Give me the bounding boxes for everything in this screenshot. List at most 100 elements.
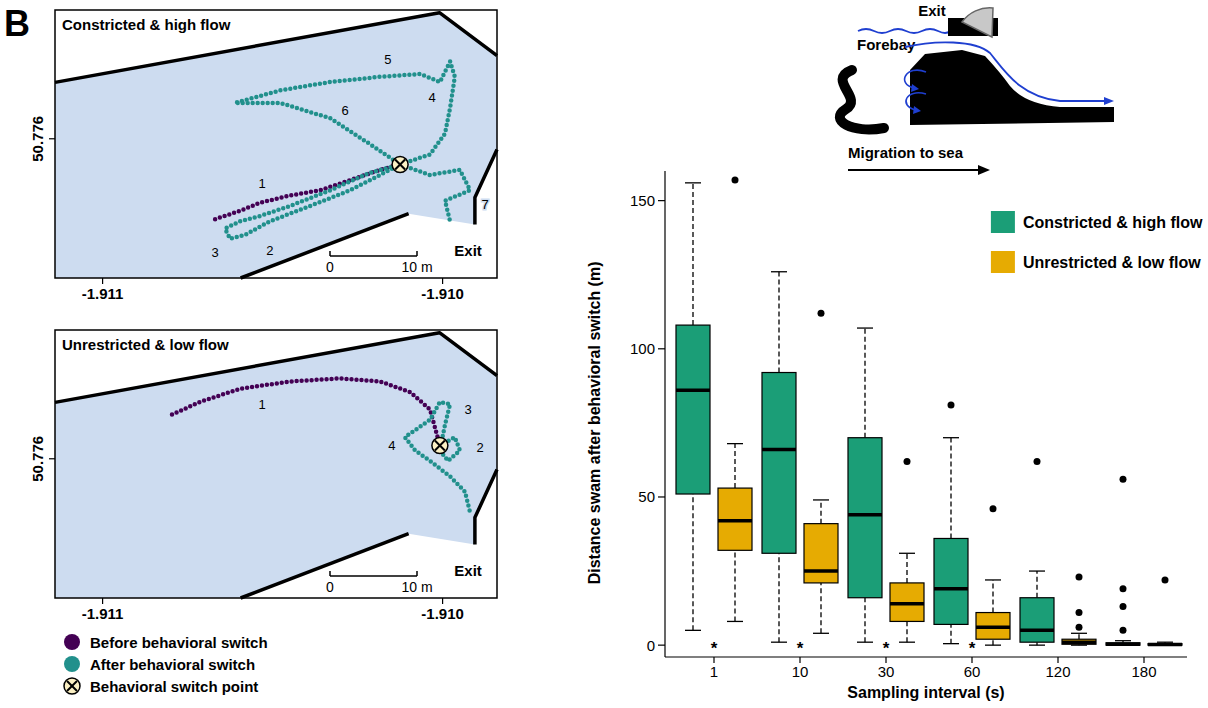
site-boundary [475, 469, 497, 544]
map-legend: Before behavioral switch After behavioral… [64, 634, 268, 695]
water-surface [858, 29, 950, 33]
tick-label: 100 [630, 340, 655, 357]
whisker [692, 183, 693, 325]
box [976, 613, 1010, 640]
figure: B1234567ExitConstricted & high flow-1.91… [0, 0, 1208, 708]
dam-body [910, 50, 1114, 125]
tick-label: -1.910 [421, 605, 464, 622]
tick-label: 50.776 [29, 116, 46, 162]
whisker-cap [727, 443, 743, 444]
migration-arrow [848, 169, 980, 171]
x-axis [665, 656, 1187, 657]
whisker-cap [899, 553, 915, 554]
scale-bar [416, 571, 418, 576]
map-title: Constricted & high flow [62, 16, 231, 33]
outlier [1120, 476, 1127, 483]
marks [676, 176, 1182, 645]
whisker-cap [1071, 633, 1087, 634]
whisker-cap [1029, 644, 1045, 645]
legend-marker [67, 681, 77, 691]
whisker [1078, 633, 1079, 639]
whisker-cap [685, 182, 701, 183]
outlier [990, 505, 997, 512]
map-frame [55, 10, 497, 278]
median [976, 626, 1010, 630]
legend-label: Unrestricted & low flow [1023, 254, 1201, 271]
whisker [692, 494, 693, 630]
significance: * [711, 639, 718, 658]
tick [658, 645, 665, 646]
legend-marker [67, 681, 77, 691]
tick-label: 50.776 [29, 436, 46, 482]
whisker-cap [985, 579, 1001, 580]
whisker [906, 553, 907, 583]
whisker [906, 621, 907, 642]
flow-arrow [1104, 97, 1114, 105]
outlier [904, 458, 911, 465]
median [1148, 643, 1182, 647]
whisker [992, 639, 993, 645]
scale-bar [330, 255, 417, 257]
site-boundary [241, 534, 409, 598]
step-label: 4 [388, 438, 395, 453]
whisker-cap [727, 621, 743, 622]
box [1148, 644, 1182, 645]
switch-cross [395, 160, 405, 170]
legend-label: Before behavioral switch [90, 634, 268, 651]
legend-marker [64, 678, 80, 694]
eddy [906, 93, 926, 110]
legend-label: After behavioral switch [90, 656, 255, 673]
box [762, 373, 796, 554]
legend-label: Constricted & high flow [1023, 214, 1203, 231]
scale-label: 10 m [401, 259, 432, 275]
whisker-cap [943, 437, 959, 438]
schematic-label: Forebay [857, 36, 916, 53]
water-area [55, 13, 497, 278]
arrow-label: Migration to sea [848, 144, 964, 161]
tick-label: 50 [638, 488, 655, 505]
whisker [734, 550, 735, 621]
tick-label: -1.911 [82, 605, 124, 622]
tick [102, 278, 103, 284]
scale-bar [329, 251, 331, 256]
step-label: 3 [464, 402, 471, 417]
outlier [1076, 573, 1083, 580]
whisker-cap [899, 642, 915, 643]
y-axis [664, 171, 665, 657]
outlier [818, 310, 825, 317]
step-label: 4 [428, 90, 435, 105]
whisker [992, 580, 993, 613]
whisker-cap [857, 327, 873, 328]
whisker-cap [771, 271, 787, 272]
box [1106, 643, 1140, 645]
track [172, 378, 440, 445]
tick [49, 138, 55, 139]
tick [442, 278, 443, 284]
tick-label: 10 [792, 663, 809, 680]
median [718, 519, 752, 523]
track [405, 402, 470, 512]
box [890, 583, 924, 622]
outlier [1120, 603, 1127, 610]
median [762, 448, 796, 452]
step-label: 2 [476, 440, 483, 455]
significance: * [969, 639, 976, 658]
legend: Constricted & high flow Unrestricted & lo… [991, 211, 1203, 273]
box [934, 538, 968, 624]
whisker-cap [1115, 640, 1131, 641]
whisker-cap [985, 644, 1001, 645]
site-label: Exit [454, 562, 482, 579]
tracks [215, 62, 470, 239]
whisker-cap [685, 630, 701, 631]
whisker [778, 553, 779, 642]
box [718, 488, 752, 550]
site-boundary [55, 13, 497, 83]
median [848, 513, 882, 517]
flow-line [905, 42, 1104, 101]
whisker-cap [857, 642, 873, 643]
significance: * [883, 639, 890, 658]
tick [49, 458, 55, 459]
box-chart: 0501001501103060120180****Sampling inter… [586, 171, 1187, 701]
switch-circle [432, 438, 448, 454]
legend-marker [64, 634, 80, 650]
